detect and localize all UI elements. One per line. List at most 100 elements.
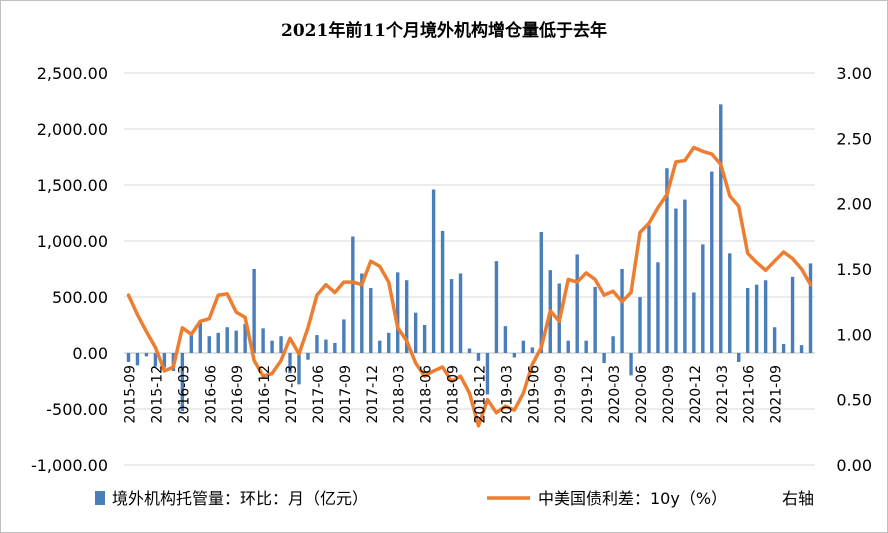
bar <box>683 199 687 353</box>
bar <box>422 325 427 353</box>
legend-right-axis-note: 右轴 <box>782 489 814 508</box>
right-axis-tick-label: 2.00 <box>836 195 872 214</box>
bar <box>144 353 149 357</box>
bar <box>234 330 238 353</box>
x-axis-tick-label: 2017-03 <box>284 365 300 424</box>
bar <box>754 284 759 353</box>
bar <box>369 288 373 353</box>
bar <box>351 236 355 353</box>
right-axis-tick-label: 0.50 <box>836 391 872 410</box>
bar <box>252 269 256 353</box>
bar <box>575 254 579 353</box>
bar <box>440 230 445 353</box>
legend-line-label: 中美国债利差：10y（%） <box>538 489 727 508</box>
bar <box>656 262 660 353</box>
bar <box>763 280 768 353</box>
bar <box>467 348 472 353</box>
left-axis-tick-label: 1,500.00 <box>37 176 108 195</box>
bar <box>602 353 606 364</box>
left-axis-tick-label: 500.00 <box>52 288 108 307</box>
bar <box>808 263 813 353</box>
x-axis-tick-label: 2020-06 <box>634 365 650 424</box>
bar <box>539 232 543 353</box>
bar <box>790 276 795 353</box>
bar <box>611 336 615 353</box>
bar <box>521 340 526 353</box>
bar <box>620 269 624 353</box>
x-axis-tick-label: 2021-03 <box>715 365 731 424</box>
bar <box>737 353 741 362</box>
bar <box>781 344 786 353</box>
x-axis-tick-label: 2019-06 <box>526 365 542 424</box>
bar <box>449 279 454 353</box>
x-axis-tick-label: 2020-12 <box>688 365 704 424</box>
bar <box>530 347 535 353</box>
x-axis-tick-label: 2021-06 <box>742 365 758 424</box>
x-axis-ticks: 2015-09 2015-12 2016-03 2016-06 2016-09 2016-… <box>122 365 784 424</box>
bar <box>378 340 382 353</box>
bar-series <box>126 104 813 412</box>
x-axis-tick-label: 2016-12 <box>257 365 273 424</box>
bar <box>745 288 750 353</box>
x-axis-tick-label: 2018-09 <box>446 365 462 424</box>
bar <box>333 342 337 353</box>
right-axis-tick-label: 2.50 <box>836 129 872 148</box>
left-axis-tick-label: 2,500.00 <box>37 64 108 83</box>
x-axis-tick-label: 2017-09 <box>338 365 354 424</box>
bar <box>593 286 597 353</box>
right-axis-tick-label: 0.00 <box>836 456 872 475</box>
left-axis-tick-label: 1,000.00 <box>37 232 108 251</box>
x-axis-tick-label: 2018-03 <box>392 365 408 424</box>
bar <box>413 312 418 353</box>
x-axis-tick-label: 2020-09 <box>661 365 677 424</box>
bar <box>225 327 229 353</box>
left-axis-tick-label: 0.00 <box>72 344 108 363</box>
bar <box>360 273 364 353</box>
bar <box>701 244 705 353</box>
x-axis-tick-label: 2019-03 <box>499 365 515 424</box>
bar <box>153 353 158 367</box>
bar <box>243 323 247 353</box>
legend-bar-label: 境外机构托管量：环比：月（亿元） <box>112 489 368 508</box>
bar <box>261 328 265 353</box>
legend-bar-swatch <box>95 491 105 505</box>
x-axis-tick-label: 2017-06 <box>311 365 327 424</box>
bar <box>638 297 642 353</box>
bar <box>458 273 463 353</box>
bar <box>799 345 804 353</box>
bar <box>494 261 499 353</box>
bar <box>674 208 678 353</box>
legend: 境外机构托管量：环比：月（亿元） 中美国债利差：10y（%） 右轴 <box>95 489 814 508</box>
bar <box>135 353 140 366</box>
bar <box>476 353 481 361</box>
bar <box>306 353 310 360</box>
right-axis-tick-label: 1.00 <box>836 325 872 344</box>
x-axis-tick-label: 2018-06 <box>419 365 435 424</box>
x-axis-tick-label: 2017-12 <box>365 365 381 424</box>
bar <box>198 322 202 353</box>
x-axis-tick-label: 2016-06 <box>203 365 219 424</box>
bar <box>342 319 346 353</box>
right-axis-tick-label: 1.50 <box>836 260 872 279</box>
line-series <box>126 145 813 428</box>
bar <box>216 332 220 353</box>
bar <box>566 340 570 353</box>
x-axis-tick-label: 2016-03 <box>176 365 192 424</box>
x-axis-tick-label: 2015-09 <box>122 365 138 424</box>
left-axis-tick-label: -1,000.00 <box>31 456 108 475</box>
x-axis-tick-label: 2021-09 <box>769 365 785 424</box>
bar <box>207 336 211 353</box>
bar <box>772 327 777 353</box>
bar <box>126 353 131 362</box>
chart-title: 2021年前11个月境外机构增仓量低于去年 <box>281 20 607 41</box>
x-axis-tick-label: 2019-12 <box>580 365 596 424</box>
bar <box>647 225 651 353</box>
x-axis-tick-label: 2018-12 <box>472 365 488 424</box>
bar <box>387 332 391 353</box>
bar <box>162 353 167 368</box>
bar <box>431 189 436 353</box>
bar <box>512 353 517 358</box>
left-axis-ticks: 2,500.00 2,000.00 1,500.00 1,000.00 500.00 0.… <box>31 64 108 475</box>
right-axis-ticks: 3.00 2.50 2.00 1.50 1.00 0.50 0.00 <box>836 64 872 475</box>
